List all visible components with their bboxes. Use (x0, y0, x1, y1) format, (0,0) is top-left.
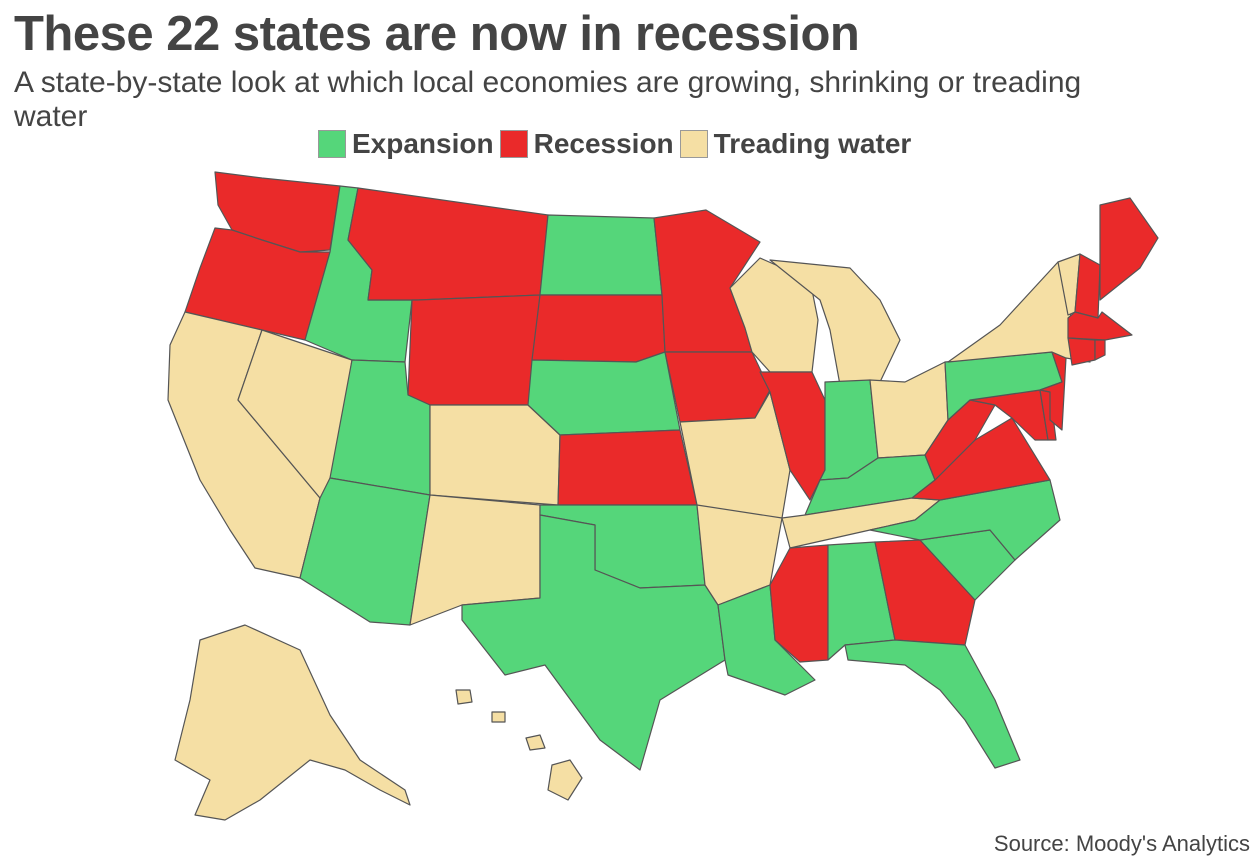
state-me (1099, 197, 1159, 301)
legend-label-expansion: Expansion (352, 128, 494, 159)
states-layer (167, 171, 1159, 821)
legend-label-recession: Recession (533, 128, 674, 159)
legend-item-expansion: Expansion (318, 128, 494, 160)
state-hi-group (455, 689, 583, 801)
state-nd (539, 214, 663, 296)
state-ia (664, 351, 771, 423)
state-ne (527, 351, 681, 436)
us-states-map (167, 171, 1159, 821)
legend-item-recession: Recession (499, 128, 674, 160)
state-hi-oahu (491, 711, 506, 723)
state-ak (174, 624, 411, 821)
state-ga (874, 539, 976, 646)
source-note: Source: Moody's Analytics (993, 831, 1250, 856)
state-ks (557, 429, 698, 506)
state-ct (1067, 337, 1096, 366)
state-ri (1094, 339, 1106, 361)
state-az (299, 477, 431, 626)
legend-swatch-recession (499, 130, 528, 158)
state-nj (1039, 351, 1067, 431)
legend-label-treading-water: Treading water (713, 128, 912, 159)
state-mt (347, 187, 549, 301)
legend-swatch-treading-water (679, 130, 708, 158)
state-fl (844, 639, 1021, 769)
state-ma (1067, 311, 1133, 341)
state-nh (1074, 253, 1101, 319)
state-hi-kauai (455, 689, 473, 705)
state-sd (531, 294, 666, 363)
state-hi-maui (525, 734, 546, 751)
map-legend: Expansion Recession Treading water (318, 128, 917, 160)
state-wy (407, 294, 541, 406)
legend-item-treading-water: Treading water (679, 128, 912, 160)
page-subtitle: A state-by-state look at which local eco… (14, 66, 1082, 133)
state-hi (547, 759, 583, 801)
state-tx (461, 514, 726, 771)
legend-swatch-expansion (318, 130, 346, 158)
page-title: These 22 states are now in recession (14, 7, 860, 61)
state-co (429, 404, 561, 506)
